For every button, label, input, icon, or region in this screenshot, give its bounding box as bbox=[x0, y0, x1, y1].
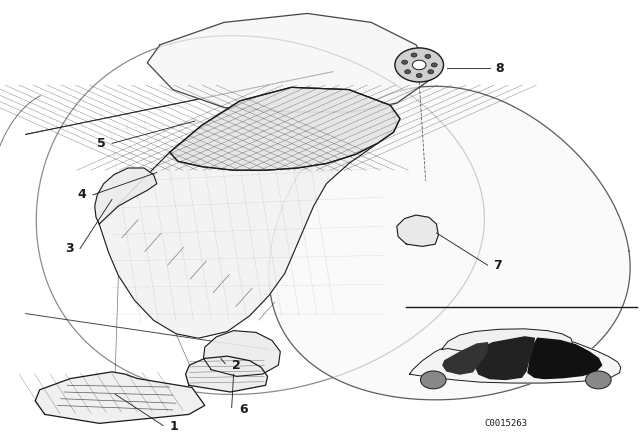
Polygon shape bbox=[410, 335, 621, 383]
Polygon shape bbox=[170, 87, 400, 170]
Text: 6: 6 bbox=[239, 402, 248, 416]
Circle shape bbox=[586, 371, 611, 389]
Circle shape bbox=[412, 60, 426, 70]
Circle shape bbox=[395, 48, 444, 82]
Polygon shape bbox=[99, 87, 397, 338]
Polygon shape bbox=[475, 337, 534, 379]
Text: C0015263: C0015263 bbox=[484, 419, 527, 428]
Circle shape bbox=[411, 53, 417, 57]
Polygon shape bbox=[186, 356, 268, 392]
Polygon shape bbox=[397, 215, 438, 246]
Text: 3: 3 bbox=[65, 242, 74, 255]
Text: 4: 4 bbox=[77, 188, 86, 202]
Circle shape bbox=[428, 70, 434, 74]
Circle shape bbox=[404, 70, 411, 74]
Circle shape bbox=[420, 371, 446, 389]
Polygon shape bbox=[35, 372, 205, 423]
Polygon shape bbox=[442, 329, 573, 354]
Circle shape bbox=[402, 60, 408, 64]
Polygon shape bbox=[443, 343, 488, 374]
Text: 7: 7 bbox=[493, 258, 502, 272]
Text: 2: 2 bbox=[232, 358, 241, 372]
Polygon shape bbox=[528, 338, 602, 379]
Polygon shape bbox=[204, 331, 280, 376]
Polygon shape bbox=[269, 86, 630, 400]
Text: 1: 1 bbox=[170, 420, 179, 433]
Circle shape bbox=[416, 73, 422, 78]
Text: 8: 8 bbox=[495, 61, 504, 75]
Circle shape bbox=[425, 54, 431, 58]
Polygon shape bbox=[147, 13, 435, 112]
Text: 5: 5 bbox=[97, 137, 106, 150]
Circle shape bbox=[431, 63, 437, 67]
Polygon shape bbox=[95, 168, 157, 224]
